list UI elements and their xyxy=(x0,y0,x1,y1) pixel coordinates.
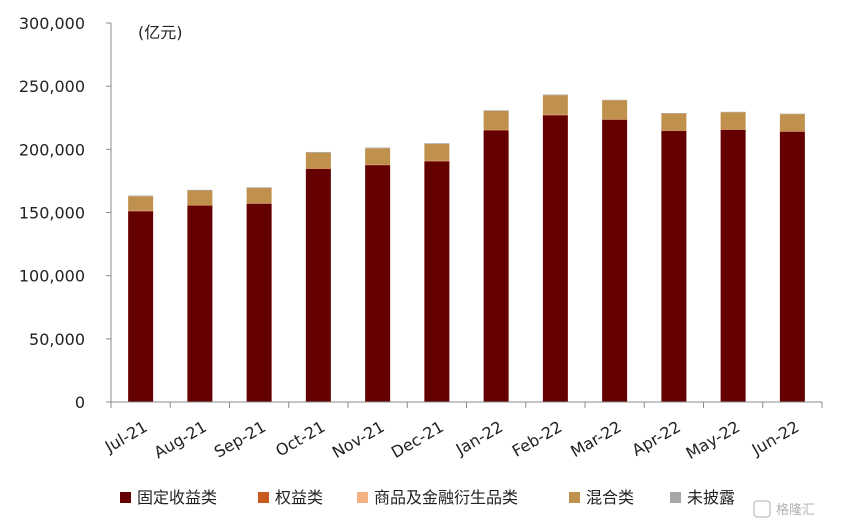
bar-segment xyxy=(246,203,272,402)
legend-label: 商品及金融衍生品类 xyxy=(374,488,518,507)
legend-item: 商品及金融衍生品类 xyxy=(357,488,518,507)
bar-segment xyxy=(602,119,628,403)
x-tick-label: Dec-21 xyxy=(388,417,447,462)
bar-segment xyxy=(187,189,213,191)
bar-segment xyxy=(483,110,509,111)
bar-segment xyxy=(128,211,154,402)
bar-segment xyxy=(424,143,450,144)
y-tick-label: 300,000 xyxy=(19,14,85,33)
y-tick-label: 50,000 xyxy=(29,330,85,349)
legend-item: 未披露 xyxy=(670,488,735,507)
x-tick-label: Feb-22 xyxy=(509,417,566,461)
bar-segment xyxy=(483,130,509,402)
y-tick-label: 150,000 xyxy=(19,204,85,223)
y-tick-label: 200,000 xyxy=(19,140,85,159)
bar-segment xyxy=(246,187,272,188)
legend-swatch xyxy=(670,492,681,503)
x-axis: Jul-21 Aug-21 Sep-21 Oct-21 Nov-21 Dec-21 Jan-… xyxy=(101,401,823,463)
unit-label: (亿元) xyxy=(138,23,183,42)
bar-segment xyxy=(365,147,391,149)
bar-segment xyxy=(720,129,746,403)
legend-swatch xyxy=(120,492,131,503)
legend: 固定收益类 权益类 商品及金融衍生品类 混合类 未披露 xyxy=(120,488,735,507)
legend-label: 未披露 xyxy=(687,488,735,507)
legend-label: 混合类 xyxy=(586,488,634,507)
bar-segment xyxy=(661,113,687,131)
x-tick-label: Nov-21 xyxy=(329,417,388,462)
x-tick-label: Jun-22 xyxy=(748,417,803,460)
bar-segment xyxy=(779,114,805,132)
bar-segment xyxy=(720,112,746,130)
watermark: 格隆汇 xyxy=(753,500,815,518)
bar-segment xyxy=(661,131,687,402)
legend-swatch xyxy=(569,492,580,503)
bar-segment xyxy=(424,161,450,402)
bar-segment xyxy=(542,95,568,115)
bar-segment xyxy=(365,165,391,402)
legend-item: 权益类 xyxy=(258,488,323,507)
x-tick-label: Oct-21 xyxy=(272,417,328,460)
bar-segment xyxy=(542,115,568,403)
x-tick-label: Mar-22 xyxy=(567,417,624,461)
watermark-logo-icon xyxy=(753,500,771,518)
x-tick-label: Sep-21 xyxy=(211,417,269,462)
bars-group xyxy=(128,94,805,403)
bar-segment xyxy=(483,110,509,130)
bar-segment xyxy=(305,168,331,402)
y-tick-label: 100,000 xyxy=(19,267,85,286)
bar-segment xyxy=(602,100,628,120)
bar-segment xyxy=(128,196,154,211)
y-tick-label: 250,000 xyxy=(19,77,85,96)
x-tick-label: May-22 xyxy=(683,417,744,463)
bar-segment xyxy=(187,190,213,206)
legend-label: 固定收益类 xyxy=(137,488,217,507)
bar-segment xyxy=(424,143,450,161)
bar-segment xyxy=(779,131,805,402)
x-tick-label: Aug-21 xyxy=(151,417,210,462)
x-tick-label: Apr-22 xyxy=(629,417,684,460)
bar-segment xyxy=(542,94,568,96)
bar-segment xyxy=(246,187,272,204)
x-tick-label: Jan-22 xyxy=(452,417,506,459)
legend-swatch xyxy=(357,492,368,503)
x-tick-label: Jul-21 xyxy=(101,417,151,457)
bar-segment xyxy=(187,205,213,402)
y-tick-label: 0 xyxy=(75,393,85,412)
y-axis: 0 50,000 100,000 150,000 200,000 250,000 300,0… xyxy=(19,14,112,412)
bar-segment xyxy=(305,151,331,153)
bar-segment xyxy=(128,195,154,197)
legend-item: 固定收益类 xyxy=(120,488,217,507)
legend-label: 权益类 xyxy=(275,488,323,507)
watermark-text: 格隆汇 xyxy=(776,502,815,518)
bar-segment xyxy=(365,148,391,165)
legend-item: 混合类 xyxy=(569,488,634,507)
legend-swatch xyxy=(258,492,269,503)
bar-segment xyxy=(305,152,331,169)
